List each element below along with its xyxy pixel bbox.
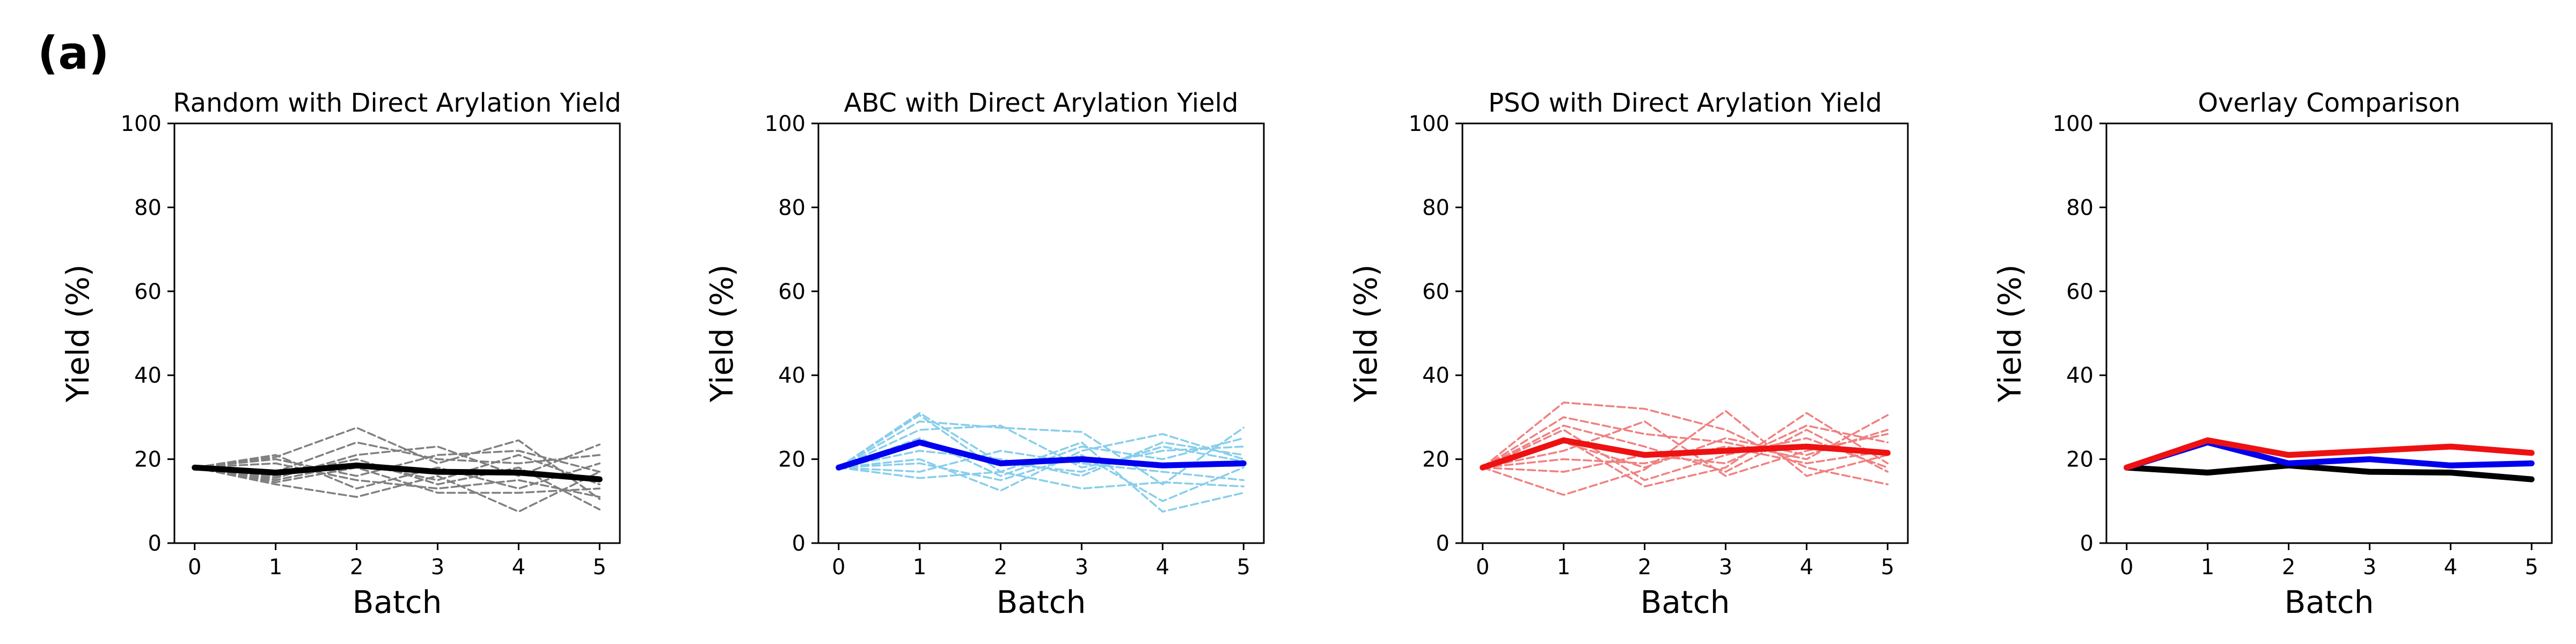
run-line-10	[1481, 425, 1889, 473]
y-tick-label: 40	[134, 363, 162, 388]
y-tick-label: 20	[2066, 448, 2094, 472]
x-tick-label: 4	[2444, 555, 2457, 580]
chart-title: ABC with Direct Arylation Yield	[844, 88, 1239, 118]
run-line-6	[837, 425, 1245, 469]
y-tick-label: 100	[1409, 112, 1450, 136]
run-line-11	[837, 412, 1245, 473]
y-tick-label: 40	[778, 363, 806, 388]
y-axis-label: Yield (%)	[1992, 265, 2028, 403]
y-tick-label: 0	[148, 531, 162, 556]
x-tick-label: 3	[1075, 555, 1088, 580]
mean-line-3	[2124, 437, 2535, 471]
y-tick-label: 40	[1422, 363, 1450, 388]
plot-frame	[817, 122, 1265, 544]
mean-line-1	[2124, 462, 2535, 482]
run-line-3	[1481, 409, 1889, 496]
run-line-5	[837, 466, 1245, 490]
chart-panel-3: PSO with Direct Arylation Yield 0 1 2 3 4 5 0 20…	[1348, 88, 1909, 620]
y-tick-label: 100	[121, 112, 162, 136]
x-axis-label: Batch	[353, 584, 442, 620]
y-tick-label: 60	[134, 280, 162, 304]
x-tick-label: 3	[431, 555, 444, 580]
y-tick-label: 20	[778, 448, 806, 472]
run-line-3	[193, 466, 601, 513]
chart-title: PSO with Direct Arylation Yield	[1488, 88, 1882, 118]
y-tick-label: 60	[778, 280, 806, 304]
x-axis-label: Batch	[2285, 584, 2374, 620]
x-tick-label: 1	[1557, 555, 1570, 580]
x-tick-label: 0	[188, 555, 201, 580]
x-tick-label: 1	[913, 555, 926, 580]
x-axis-label: Batch	[1641, 584, 1730, 620]
y-axis-label: Yield (%)	[1348, 265, 1384, 403]
x-axis-label: Batch	[997, 584, 1086, 620]
run-line-8	[1481, 429, 1889, 481]
chart-title: Overlay Comparison	[2198, 88, 2460, 118]
x-tick-label: 2	[1638, 555, 1651, 580]
chart-panel-1: Random with Direct Arylation Yield 0 1 2 3 4 5…	[60, 88, 621, 620]
run-line-5	[193, 462, 601, 498]
run-line-7	[193, 466, 601, 494]
x-tick-label: 5	[1881, 555, 1894, 580]
y-tick-label: 80	[778, 195, 806, 220]
x-tick-label: 1	[269, 555, 282, 580]
x-tick-label: 2	[2282, 555, 2295, 580]
chart-title: Random with Direct Arylation Yield	[173, 88, 621, 118]
x-tick-label: 5	[593, 555, 606, 580]
x-tick-label: 5	[2525, 555, 2538, 580]
mean-line-1	[836, 439, 1247, 471]
mean-line-1	[192, 462, 603, 482]
plot-frame	[2105, 122, 2553, 544]
x-tick-label: 4	[1156, 555, 1169, 580]
x-tick-label: 0	[1476, 555, 1489, 580]
x-tick-label: 4	[512, 555, 525, 580]
x-tick-label: 3	[2363, 555, 2376, 580]
plot-frame	[1461, 122, 1909, 544]
y-tick-label: 20	[134, 448, 162, 472]
x-tick-label: 0	[2120, 555, 2133, 580]
y-tick-label: 40	[2066, 363, 2094, 388]
x-tick-label: 4	[1800, 555, 1813, 580]
y-tick-label: 80	[1422, 195, 1450, 220]
panel-label: (a)	[38, 27, 109, 79]
y-tick-label: 20	[1422, 448, 1450, 472]
x-tick-label: 2	[350, 555, 363, 580]
y-tick-label: 100	[765, 112, 806, 136]
y-tick-label: 80	[134, 195, 162, 220]
x-tick-label: 5	[1237, 555, 1250, 580]
y-tick-label: 0	[2080, 531, 2094, 556]
run-line-9	[837, 450, 1245, 481]
y-tick-label: 100	[2053, 112, 2094, 136]
run-line-8	[193, 450, 601, 477]
x-tick-label: 0	[832, 555, 845, 580]
x-tick-label: 3	[1719, 555, 1732, 580]
x-tick-label: 2	[994, 555, 1007, 580]
run-line-5	[1481, 414, 1889, 469]
y-tick-label: 60	[2066, 280, 2094, 304]
y-tick-label: 0	[792, 531, 806, 556]
run-line-2	[193, 427, 601, 500]
y-axis-label: Yield (%)	[704, 265, 740, 403]
chart-panel-4: Overlay Comparison 0 1 2 3 4 5 0 20 40 60 80 100 Batc…	[1992, 88, 2553, 620]
run-line-4	[837, 433, 1245, 492]
plot-frame	[173, 122, 621, 544]
run-line-2	[1481, 401, 1889, 486]
x-tick-label: 1	[2201, 555, 2214, 580]
run-line-3	[837, 420, 1245, 486]
y-tick-label: 80	[2066, 195, 2094, 220]
y-tick-label: 0	[1436, 531, 1450, 556]
chart-panel-2: ABC with Direct Arylation Yield 0 1 2 3 4 5 0 20…	[704, 88, 1265, 620]
run-line-10	[193, 454, 601, 490]
y-tick-label: 60	[1422, 280, 1450, 304]
mean-line-1	[1480, 437, 1891, 471]
run-line-11	[193, 454, 601, 486]
y-axis-label: Yield (%)	[60, 265, 96, 403]
